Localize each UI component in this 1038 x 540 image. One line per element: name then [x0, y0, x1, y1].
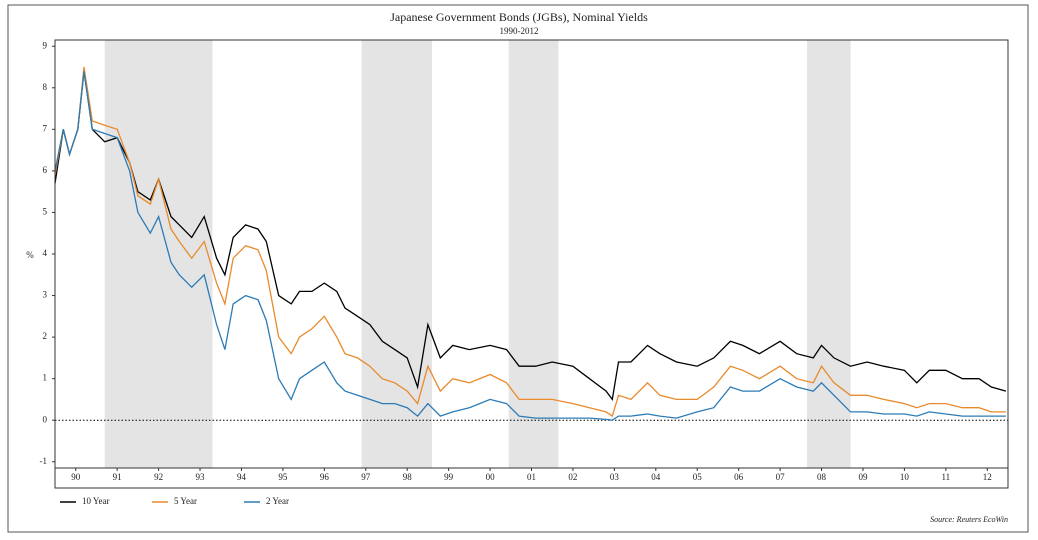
x-tick-label: 90 [71, 472, 81, 482]
x-tick-label: 05 [693, 472, 703, 482]
shaded-period [104, 40, 213, 468]
x-tick-label: 01 [527, 472, 536, 482]
shaded-period [807, 40, 851, 468]
legend-label: 5 Year [174, 496, 197, 506]
chart-subtitle: 1990-2012 [500, 26, 539, 36]
x-tick-label: 07 [776, 472, 786, 482]
x-tick-label: 93 [196, 472, 206, 482]
x-tick-label: 02 [568, 472, 577, 482]
x-tick-label: 00 [486, 472, 496, 482]
legend-label: 10 Year [82, 496, 110, 506]
shaded-period [508, 40, 559, 468]
y-tick-label: 7 [43, 123, 48, 133]
series-line [54, 71, 1007, 402]
x-tick-label: 11 [942, 472, 951, 482]
x-tick-label: 95 [278, 472, 288, 482]
x-tick-label: 94 [237, 472, 247, 482]
x-tick-label: 08 [817, 472, 827, 482]
y-tick-label: -1 [40, 456, 48, 466]
source: Source: Reuters EcoWin [930, 515, 1008, 524]
x-tick-label: 04 [651, 472, 661, 482]
chart-title: Japanese Government Bonds (JGBs), Nomina… [390, 10, 648, 24]
y-tick-label: 5 [43, 207, 48, 217]
x-tick-label: 12 [983, 472, 992, 482]
x-tick-label: 98 [403, 472, 413, 482]
x-tick-label: 92 [154, 472, 163, 482]
y-tick-label: 8 [43, 82, 48, 92]
x-tick-label: 09 [858, 472, 868, 482]
x-tick-label: 06 [734, 472, 744, 482]
legend-label: 2 Year [266, 496, 289, 506]
x-tick-label: 91 [113, 472, 122, 482]
y-tick-label: 6 [43, 165, 48, 175]
y-tick-label: 0 [43, 414, 48, 424]
x-tick-label: 96 [320, 472, 330, 482]
shaded-period [361, 40, 433, 468]
y-tick-label: 4 [43, 248, 48, 258]
x-tick-label: 99 [444, 472, 454, 482]
y-tick-label: 1 [43, 373, 48, 383]
x-tick-label: 97 [361, 472, 371, 482]
y-tick-label: 9 [43, 40, 48, 50]
y-tick-label: 2 [43, 331, 48, 341]
x-tick-label: 03 [610, 472, 620, 482]
x-tick-label: 10 [900, 472, 910, 482]
plot-border [54, 39, 1009, 469]
y-axis-label: % [26, 250, 34, 260]
series-line [54, 66, 1006, 418]
y-tick-label: 3 [43, 290, 48, 300]
series-line [54, 71, 1006, 421]
